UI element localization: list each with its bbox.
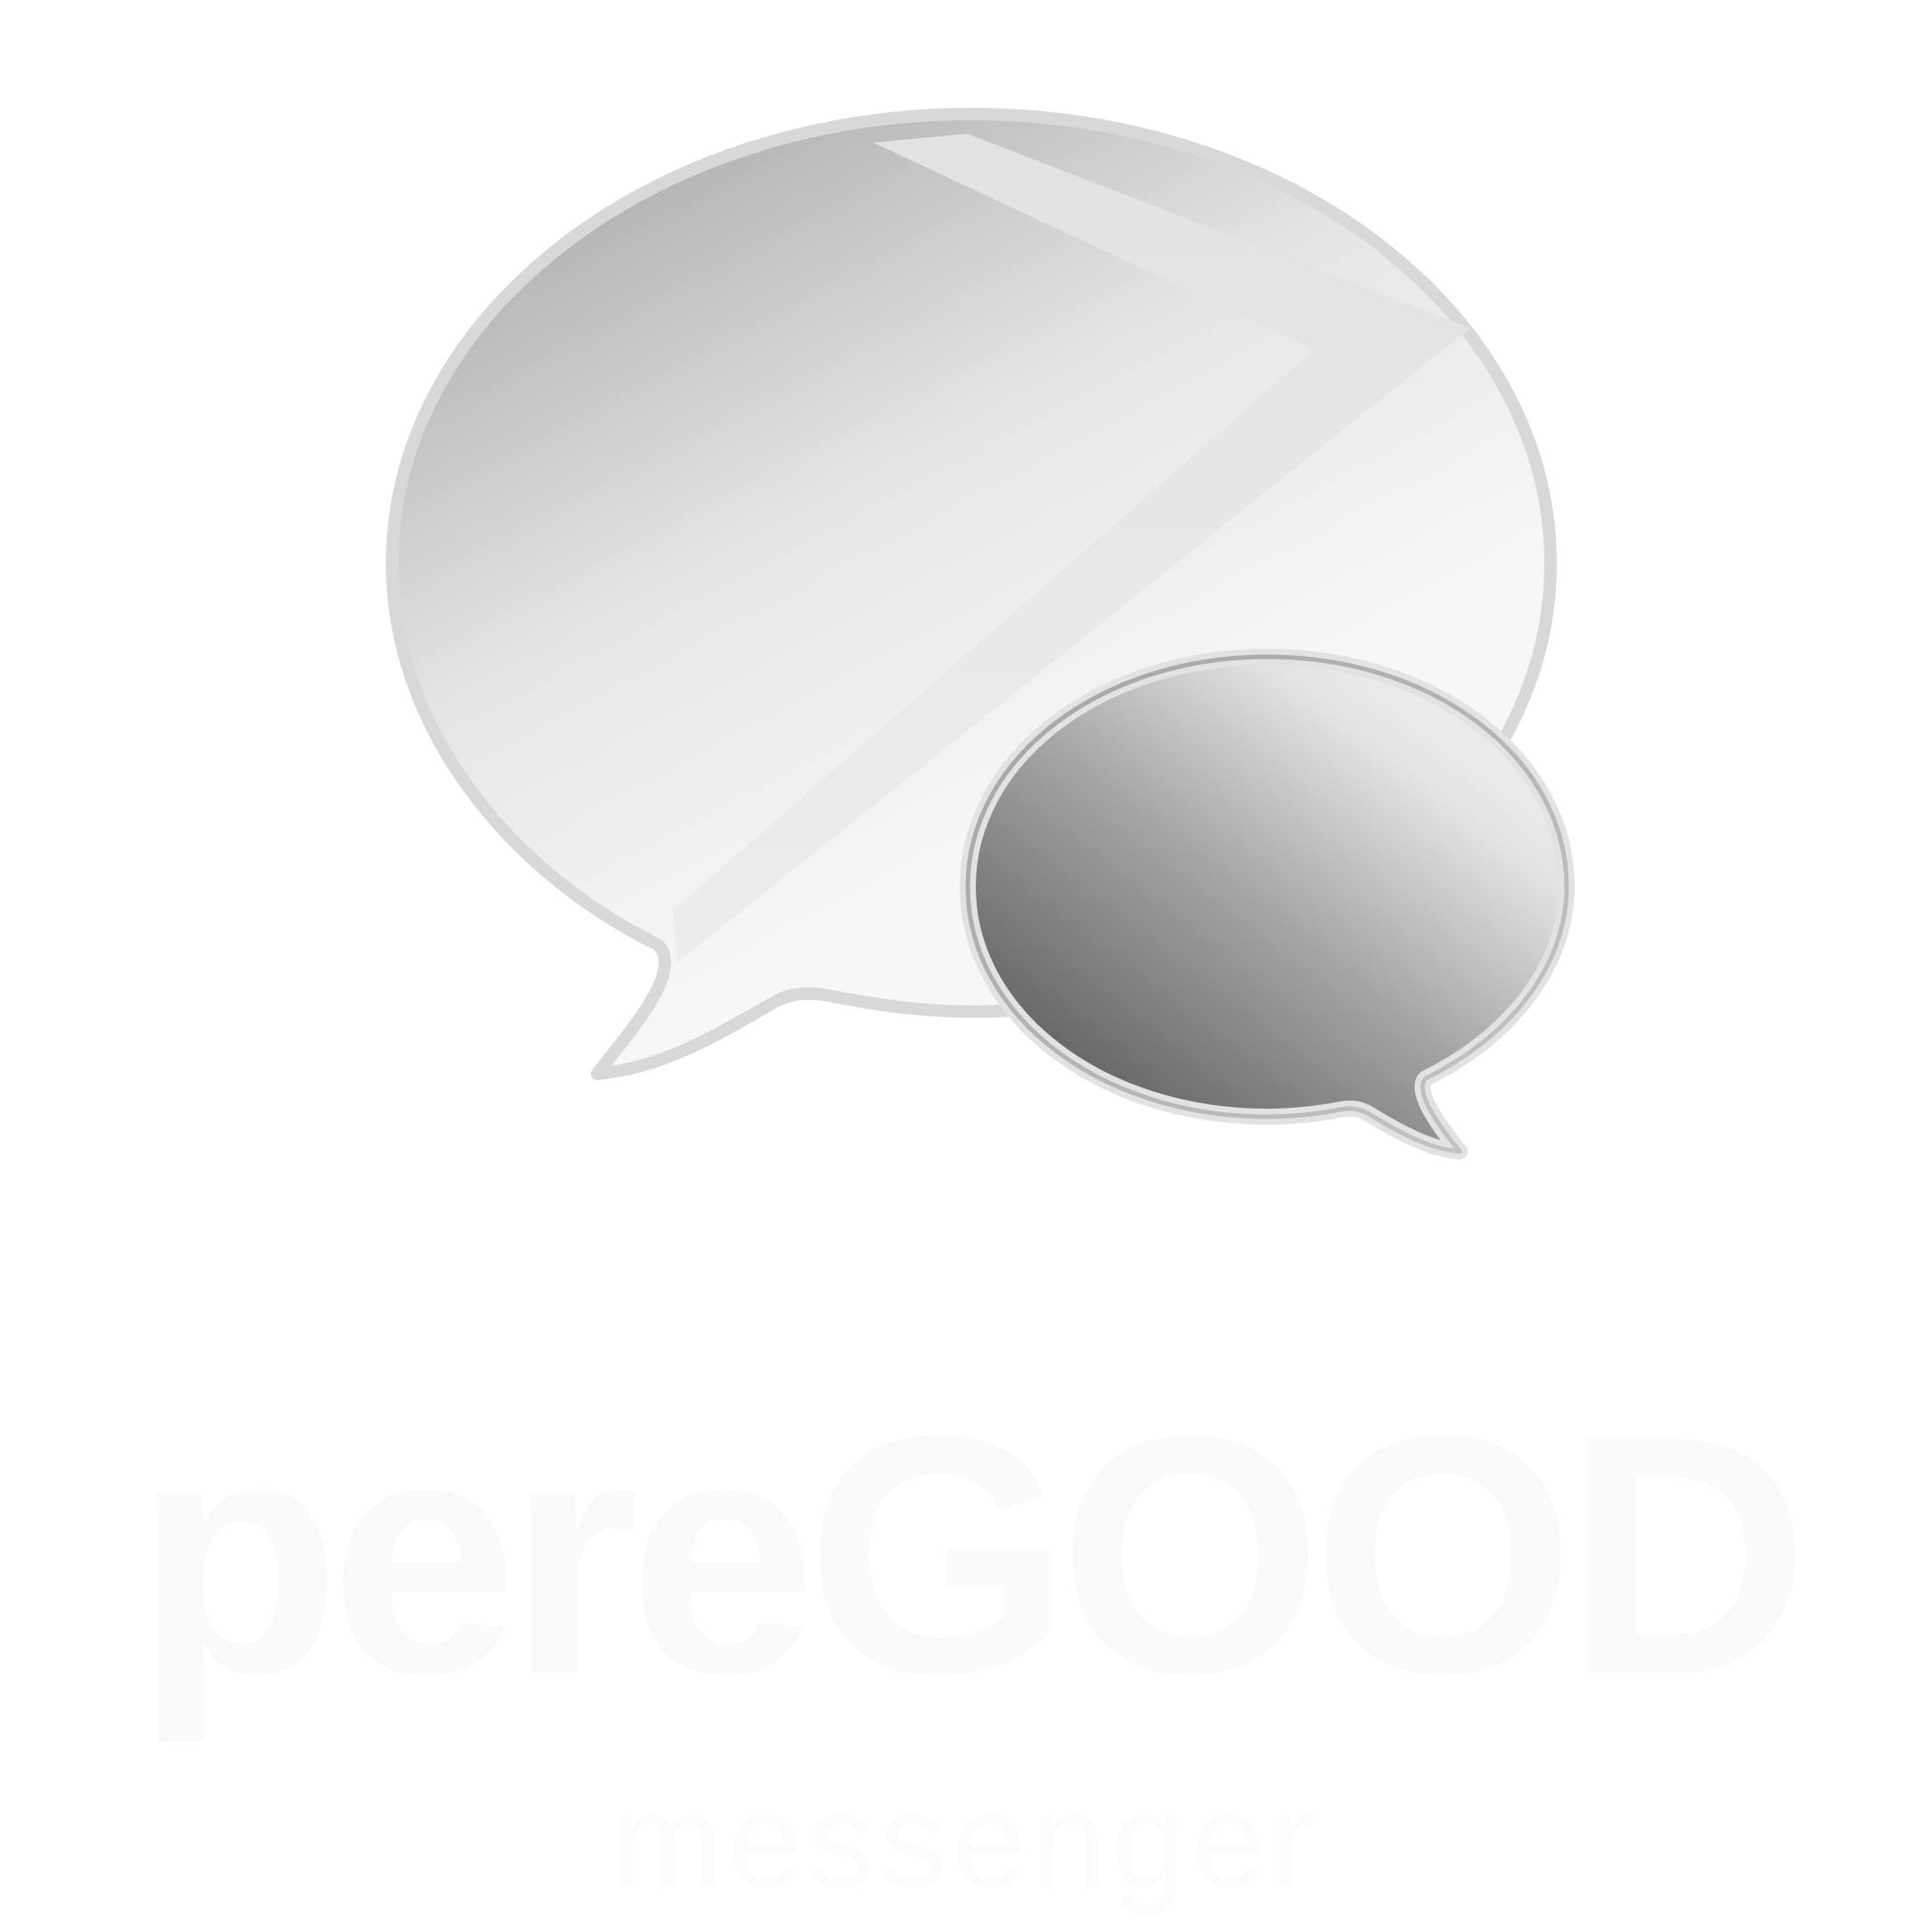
chevron-mark-icon: [673, 134, 1470, 962]
speech-bubble-small-icon: [960, 649, 1575, 1159]
brand-logo: [386, 108, 1575, 1159]
brand-wordmark: pereGOOD: [134, 1365, 1809, 1744]
brand-tagline: messenger: [610, 1765, 1322, 1915]
